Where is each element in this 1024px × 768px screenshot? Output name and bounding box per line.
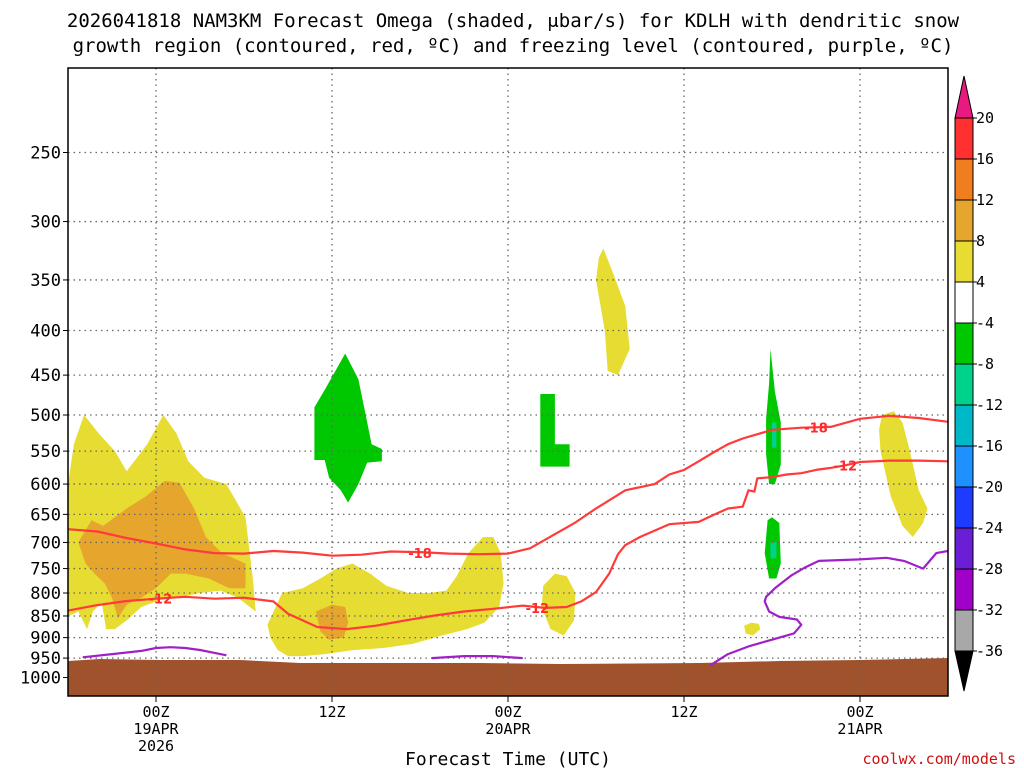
y-tick-label: 1000 xyxy=(20,669,61,689)
colorbar-label: 8 xyxy=(976,232,985,250)
colorbar-label: -12 xyxy=(976,396,1003,414)
colorbar-label: -4 xyxy=(976,314,994,332)
colorbar-label: -20 xyxy=(976,478,1003,496)
x-tick-label: 20APR xyxy=(485,720,531,738)
x-tick-label: 21APR xyxy=(837,720,883,738)
colorbar-swatch xyxy=(954,158,974,201)
x-tick-label: 00Z xyxy=(846,703,873,721)
colorbar-swatch xyxy=(954,609,974,652)
omega-fill-ascent-after-20apr xyxy=(541,573,576,636)
colorbar: 20 16 12 8 4 -4 -8 -12 -16 -20 -24 -28 -32 -36 xyxy=(954,75,1003,692)
colorbar-swatch xyxy=(954,199,974,242)
omega-fill-ascent-low-middle-core xyxy=(315,604,349,640)
colorbar-label: -16 xyxy=(976,437,1003,455)
x-tick-label: 12Z xyxy=(318,703,345,721)
y-tick-label: 850 xyxy=(30,607,61,627)
colorbar-label: 4 xyxy=(976,273,985,291)
colorbar-swatch xyxy=(954,568,974,611)
chart-title-line2: growth region (contoured, red, ºC) and f… xyxy=(73,35,954,57)
omega-fill-descent-low-column-core xyxy=(770,542,777,559)
x-tick-label: 00Z xyxy=(494,703,521,721)
colorbar-swatch xyxy=(954,404,974,447)
colorbar-swatch xyxy=(954,322,974,365)
contour-label: -18 xyxy=(804,422,828,437)
colorbar-bottom-arrow xyxy=(954,650,974,692)
colorbar-swatch xyxy=(954,363,974,406)
omega-fill-moderate-ascent-core xyxy=(78,480,246,619)
colorbar-label: -8 xyxy=(976,355,994,373)
colorbar-label: -28 xyxy=(976,560,1003,578)
grid-lines xyxy=(68,68,948,696)
x-tick-label: 2026 xyxy=(138,737,174,755)
y-tick-label: 700 xyxy=(30,533,61,553)
y-tick-label: 500 xyxy=(30,406,61,426)
omega-fill-descent-middle-upper xyxy=(314,353,382,503)
y-tick-label: 350 xyxy=(30,271,61,291)
x-axis-title: Forecast Time (UTC) xyxy=(405,749,611,768)
colorbar-label: -36 xyxy=(976,642,1003,660)
dgz-contour-minus-12 xyxy=(68,459,948,631)
x-tick-label: 19APR xyxy=(133,720,179,738)
y-tick-label: 400 xyxy=(30,322,61,342)
colorbar-label: -24 xyxy=(976,519,1003,537)
omega-fill-descent-l-shape xyxy=(540,394,570,467)
colorbar-swatch xyxy=(954,445,974,488)
x-tick-label: 12Z xyxy=(670,703,697,721)
omega-fill-descent-thin-column xyxy=(766,349,781,485)
colorbar-swatch xyxy=(954,281,974,324)
colorbar-label: 16 xyxy=(976,150,994,168)
y-axis: 2503003504004505005506006507007508008509… xyxy=(20,144,68,689)
watermark: coolwx.com/models xyxy=(862,750,1016,768)
colorbar-label: -32 xyxy=(976,601,1003,619)
y-tick-label: 750 xyxy=(30,560,61,580)
omega-fill-ascent-upper xyxy=(596,248,630,376)
contour-label: -12 xyxy=(526,602,550,617)
freezing-level-middle xyxy=(431,655,523,660)
colorbar-swatch xyxy=(954,240,974,283)
y-tick-label: 650 xyxy=(30,505,61,525)
colorbar-swatch xyxy=(954,486,974,529)
y-tick-label: 950 xyxy=(30,649,61,669)
y-tick-label: 300 xyxy=(30,213,61,233)
omega-fill-descent-thin-column-core xyxy=(772,422,777,448)
colorbar-label: 20 xyxy=(976,109,994,127)
contour-label: -12 xyxy=(834,459,858,474)
freezing-level-left xyxy=(82,646,227,659)
colorbar-swatch xyxy=(954,117,974,160)
contour-lines: -18 -12 -18 -12 -12 xyxy=(68,414,948,667)
omega-fill-ascent-small-low xyxy=(744,622,761,636)
dgz-contour-minus-18 xyxy=(68,414,948,557)
contour-label: -12 xyxy=(149,593,173,608)
chart-title-line1: 2026041818 NAM3KM Forecast Omega (shaded… xyxy=(67,10,960,32)
y-tick-label: 900 xyxy=(30,629,61,649)
y-tick-label: 450 xyxy=(30,366,61,386)
y-tick-label: 250 xyxy=(30,144,61,164)
contour-label: -18 xyxy=(408,547,432,562)
y-tick-label: 600 xyxy=(30,475,61,495)
colorbar-label: 12 xyxy=(976,191,994,209)
x-tick-label: 00Z xyxy=(142,703,169,721)
y-tick-label: 800 xyxy=(30,584,61,604)
omega-fill-ascent-right xyxy=(879,411,928,537)
y-tick-label: 550 xyxy=(30,442,61,462)
colorbar-top-arrow xyxy=(954,75,974,119)
colorbar-swatch xyxy=(954,527,974,570)
freezing-level-right xyxy=(709,549,948,667)
omega-fills xyxy=(68,248,928,657)
